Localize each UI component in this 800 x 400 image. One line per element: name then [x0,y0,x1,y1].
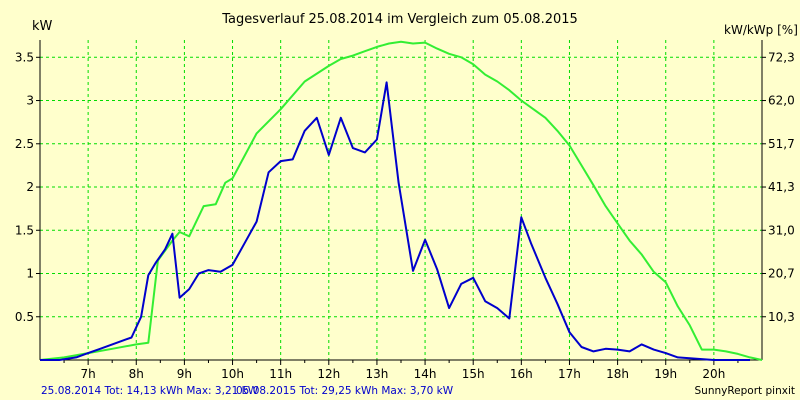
y-axis-left-label: kW [32,19,53,34]
axes-layer [36,40,766,365]
y-tick-label-right: 31,0 [768,223,795,237]
x-tick-label: 16h [510,367,533,381]
y-axis-right-label: kW/kWp [%] [724,23,798,37]
x-tick-label: 19h [654,367,677,381]
x-tick-label: 15h [462,367,485,381]
legend-2015: 05.08.2015 Tot: 29,25 kWh Max: 3,70 kW [236,385,454,397]
y-tick-label-left: 2.5 [15,137,34,151]
series-line-05.08.2015 [39,40,763,361]
y-tick-label-left: 0.5 [15,310,34,324]
y-tick-label-right: 51,7 [768,137,795,151]
x-tick-label: 8h [129,367,144,381]
x-tick-label: 13h [365,367,388,381]
x-tick-label: 7h [81,367,96,381]
x-tick-label: 11h [269,367,292,381]
x-tick-label: 18h [606,367,629,381]
x-tick-label: 20h [702,367,725,381]
y-tick-label-right: 72,3 [768,50,795,64]
y-tick-label-left: 1.5 [15,223,34,237]
labels-layer: 7h 8h 9h 10h 11h 12h 13h 14h 15h 16h 17h 18h 19h 20h 0… [15,50,795,381]
legend-2014: 25.08.2014 Tot: 14,13 kWh Max: 3,21 kW [41,385,259,397]
y-tick-label-left: 2 [26,180,34,194]
grid-layer [40,40,762,360]
y-tick-label-left: 1 [26,267,34,281]
y-tick-label-left: 3.5 [15,50,34,64]
series-line-25.08.2014 [40,81,750,361]
x-tick-label: 17h [558,367,581,381]
chart-title: Tagesverlauf 25.08.2014 im Vergleich zum… [221,12,578,27]
y-tick-label-right: 62,0 [768,94,795,108]
x-tick-label: 14h [414,367,437,381]
y-tick-label-right: 10,3 [768,310,795,324]
y-tick-label-left: 3 [26,94,34,108]
y-tick-label-right: 20,7 [768,267,795,281]
footer-credit: SunnyReport pinxit [695,385,795,397]
x-tick-label: 10h [221,367,244,381]
x-tick-label: 9h [177,367,192,381]
series-layer [39,40,763,361]
x-tick-label: 12h [317,367,340,381]
y-tick-label-right: 41,3 [768,180,795,194]
